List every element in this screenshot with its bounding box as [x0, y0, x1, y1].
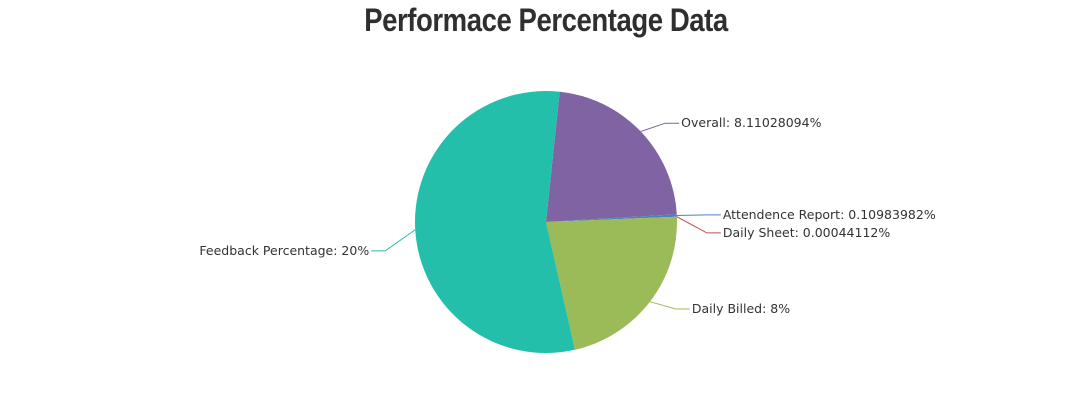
slice-label-overall: Overall: 8.11028094% — [681, 115, 821, 130]
leader-line-daily-sheet — [676, 216, 721, 234]
pie-slices — [415, 91, 677, 354]
slice-label-daily-sheet: Daily Sheet: 0.00044112% — [723, 225, 890, 240]
pie-slice-feedback-percentage[interactable] — [415, 91, 575, 354]
pie-slice-daily-sheet[interactable] — [546, 216, 677, 222]
leader-lines — [371, 122, 721, 310]
slice-label-daily-billed: Daily Billed: 8% — [692, 301, 790, 316]
slice-label-feedback-percentage: Feedback Percentage: 20% — [199, 243, 369, 258]
chart-title: Performace Percentage Data — [364, 2, 728, 38]
pie-slice-attendence-report[interactable] — [546, 214, 677, 222]
slice-labels: Overall: 8.11028094% Attendence Report: 0… — [199, 115, 935, 316]
leader-line-feedback-percentage — [371, 229, 416, 252]
slice-label-attendence-report: Attendence Report: 0.10983982% — [723, 207, 936, 222]
leader-line-daily-billed — [649, 301, 690, 310]
pie-slice-daily-billed[interactable] — [546, 216, 677, 350]
pie-slice-overall[interactable] — [546, 91, 677, 223]
leader-line-overall — [640, 122, 680, 132]
leader-line-attendence-report — [676, 214, 721, 216]
